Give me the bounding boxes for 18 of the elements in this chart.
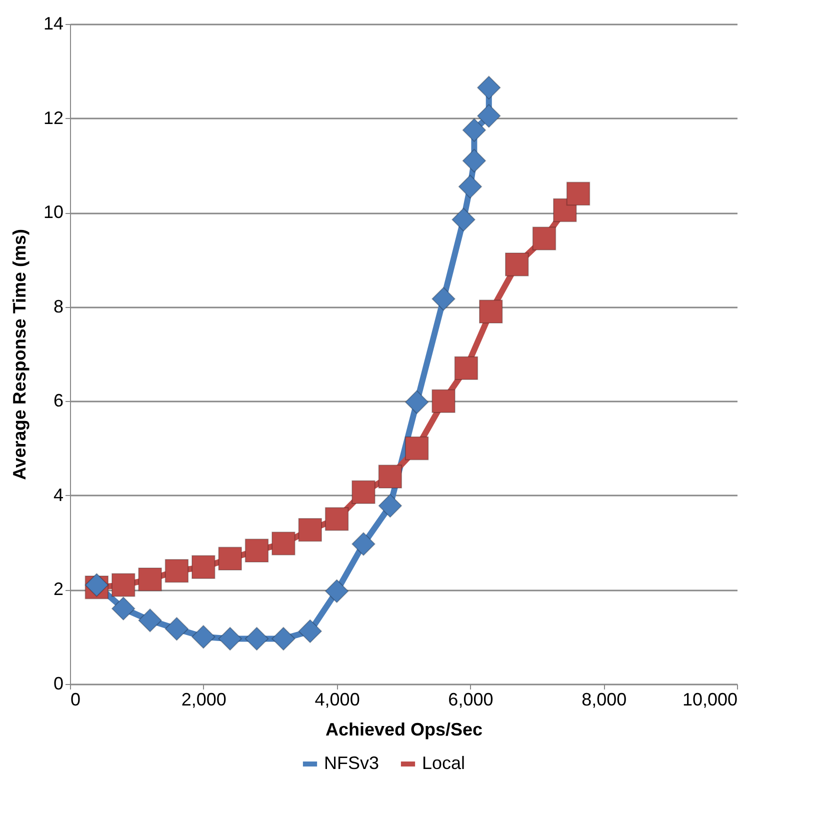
- y-tick-label: 4: [53, 484, 64, 505]
- y-tick-label: 10: [43, 202, 64, 222]
- x-axis-title: Achieved Ops/Sec: [325, 720, 483, 740]
- x-tick-label: 10,000: [682, 690, 738, 710]
- x-tick-label: 8,000: [582, 690, 627, 710]
- y-tick-label: 0: [53, 674, 64, 694]
- y-tick-label: 8: [53, 296, 64, 316]
- x-tick-label: 2,000: [181, 690, 226, 710]
- y-tick-label: 2: [53, 579, 64, 600]
- legend-label: Local: [422, 753, 466, 773]
- y-tick-label: 12: [43, 108, 64, 128]
- y-axis-title: Average Response Time (ms): [9, 228, 30, 480]
- x-tick-label: 0: [70, 690, 81, 710]
- x-tick-label: 4,000: [314, 690, 360, 710]
- legend-label: NFSv3: [324, 753, 380, 773]
- x-tick-label: 6,000: [448, 690, 494, 710]
- y-tick-label: 6: [53, 390, 64, 411]
- y-tick-label: 14: [43, 14, 64, 34]
